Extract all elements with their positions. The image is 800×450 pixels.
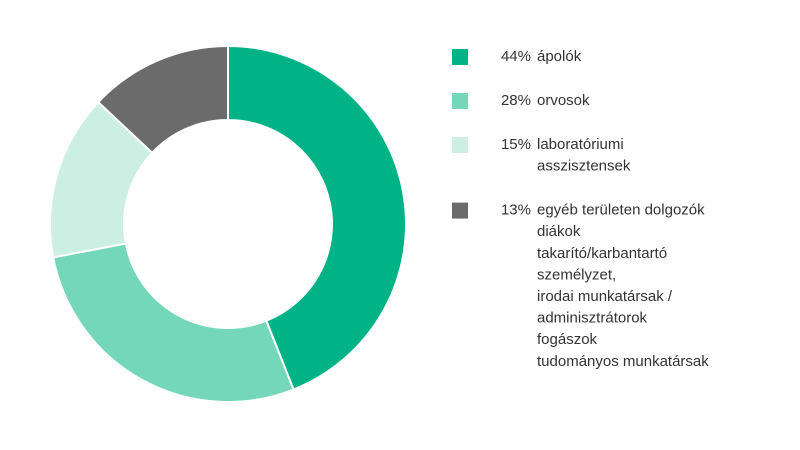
legend-label: egyéb területen dolgozók xyxy=(537,202,705,219)
legend-label: diákok xyxy=(537,223,581,240)
legend-label: takarító/karbantartó xyxy=(537,245,667,262)
donut-segment xyxy=(51,242,295,403)
legend-label: asszisztensek xyxy=(537,158,631,175)
donut-segment xyxy=(96,44,229,155)
legend-swatch xyxy=(452,202,468,219)
legend-value: 44% xyxy=(501,48,531,65)
legend-swatch xyxy=(452,137,468,153)
legend-label: személyzet, xyxy=(537,266,616,283)
legend-value: 28% xyxy=(501,92,531,109)
legend-label: tudományos munkatársak xyxy=(537,353,709,370)
legend-swatch xyxy=(452,93,468,109)
legend-label: ápolók xyxy=(537,48,582,65)
donut-segment xyxy=(227,44,407,391)
legend-value: 15% xyxy=(501,136,531,153)
legend-label: orvosok xyxy=(537,92,590,109)
legend-value: 13% xyxy=(501,202,531,219)
legend-swatch xyxy=(452,49,468,65)
legend-label: adminisztrátorok xyxy=(537,310,648,327)
legend-label: laboratóriumi xyxy=(537,136,624,153)
legend-label: irodai munkatársak / xyxy=(537,288,673,305)
legend-label: fogászok xyxy=(537,331,598,348)
